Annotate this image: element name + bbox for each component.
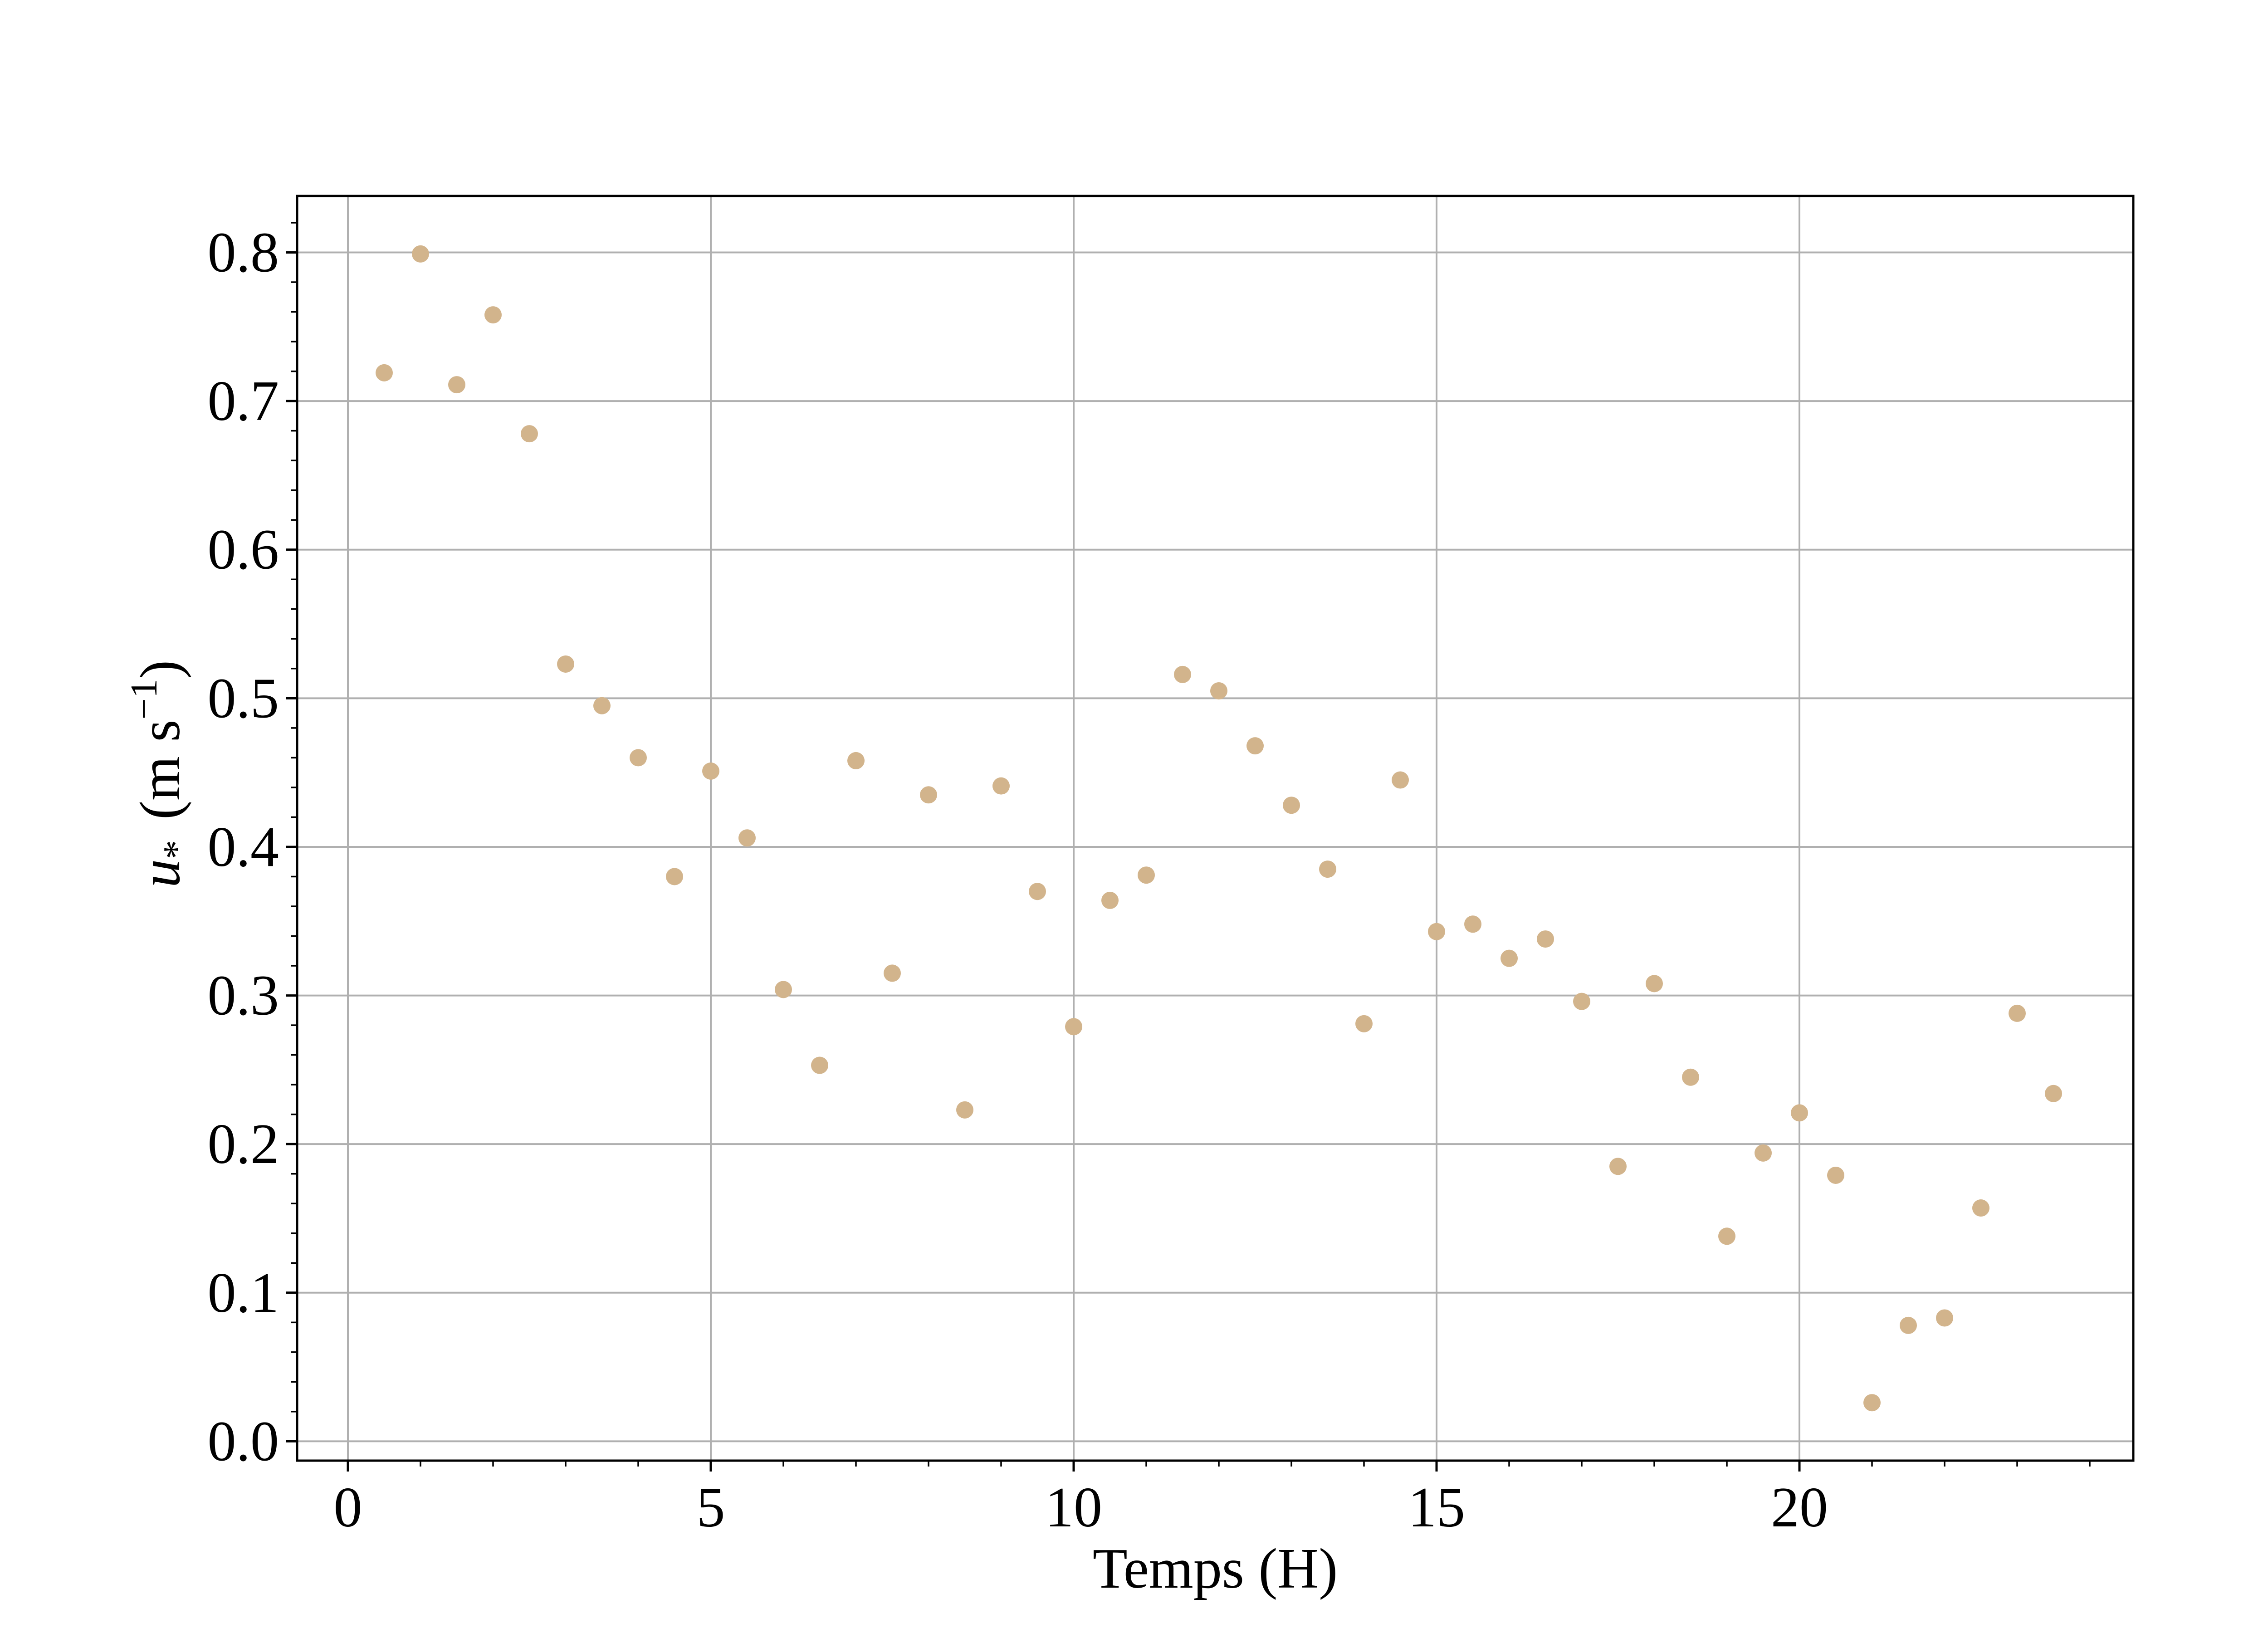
data-point xyxy=(2009,1004,2026,1022)
data-point xyxy=(376,364,393,381)
data-point xyxy=(1682,1068,1699,1086)
data-point xyxy=(1246,737,1264,755)
data-point xyxy=(956,1101,973,1119)
data-point xyxy=(1392,771,1409,789)
y-tick-label: 0.6 xyxy=(208,518,279,582)
data-point xyxy=(775,981,792,998)
x-tick-label: 20 xyxy=(1771,1476,1828,1539)
data-point xyxy=(1972,1199,1989,1217)
data-point xyxy=(1863,1394,1881,1412)
data-point xyxy=(847,752,865,769)
y-tick-label: 0.0 xyxy=(208,1410,279,1473)
data-point xyxy=(1573,993,1590,1010)
y-axis-unit-close: ) xyxy=(129,660,192,679)
data-point xyxy=(1138,866,1155,884)
x-tick-labels: 0 5 10 15 20 xyxy=(334,1476,1828,1539)
y-axis-label: u* (m s−1) xyxy=(123,660,198,888)
data-point xyxy=(593,697,611,714)
grid xyxy=(297,196,2133,1461)
data-point xyxy=(1428,923,1445,940)
data-point xyxy=(1464,915,1481,933)
data-point xyxy=(1827,1166,1844,1184)
data-point xyxy=(1065,1018,1082,1036)
data-point xyxy=(920,786,937,804)
y-tick-label: 0.8 xyxy=(208,221,279,284)
y-axis-unit-exp: −1 xyxy=(123,679,165,719)
data-point xyxy=(1029,883,1046,900)
data-point xyxy=(1537,930,1554,948)
y-tick-label: 0.2 xyxy=(208,1113,279,1176)
data-point xyxy=(412,245,429,263)
y-tick-label: 0.1 xyxy=(208,1261,279,1325)
data-point xyxy=(702,762,719,780)
y-tick-label: 0.7 xyxy=(208,370,279,433)
data-point xyxy=(1718,1227,1735,1245)
data-point xyxy=(1646,975,1663,993)
data-point xyxy=(1210,682,1227,699)
x-axis-label: Temps (H) xyxy=(1093,1537,1338,1600)
data-point xyxy=(1900,1316,1917,1334)
data-point xyxy=(630,749,647,767)
y-tick-labels: 0.0 0.1 0.2 0.3 0.4 0.5 0.6 0.7 0.8 xyxy=(208,221,279,1473)
data-point xyxy=(484,306,502,324)
data-point xyxy=(1174,665,1191,683)
data-point xyxy=(1609,1158,1627,1175)
axis-ticks xyxy=(286,222,2091,1472)
data-point xyxy=(557,655,574,673)
x-tick-label: 0 xyxy=(334,1476,362,1539)
y-tick-label: 0.5 xyxy=(208,667,279,730)
data-point xyxy=(1101,891,1119,909)
data-point xyxy=(884,964,901,982)
data-point xyxy=(1755,1144,1772,1162)
y-tick-label: 0.3 xyxy=(208,964,279,1027)
data-point xyxy=(811,1056,828,1074)
data-point xyxy=(666,868,683,885)
y-axis-subscript: * xyxy=(156,840,198,859)
plot-frame xyxy=(296,195,2135,1462)
x-tick-label: 5 xyxy=(697,1476,725,1539)
data-point xyxy=(1283,797,1300,814)
data-point xyxy=(992,777,1010,795)
data-point xyxy=(1355,1015,1373,1032)
data-point xyxy=(1791,1104,1808,1122)
data-point xyxy=(1936,1309,1953,1327)
data-point xyxy=(1319,861,1336,878)
data-points xyxy=(376,245,2062,1412)
y-axis-unit-open: (m s xyxy=(129,719,192,820)
data-point xyxy=(521,425,538,443)
y-tick-label: 0.4 xyxy=(208,816,279,879)
data-point xyxy=(2045,1085,2062,1102)
y-axis-symbol: u xyxy=(129,859,192,888)
x-tick-label: 15 xyxy=(1408,1476,1465,1539)
data-point xyxy=(448,376,465,394)
x-tick-label: 10 xyxy=(1045,1476,1102,1539)
data-point xyxy=(738,829,756,847)
data-point xyxy=(1501,949,1518,967)
